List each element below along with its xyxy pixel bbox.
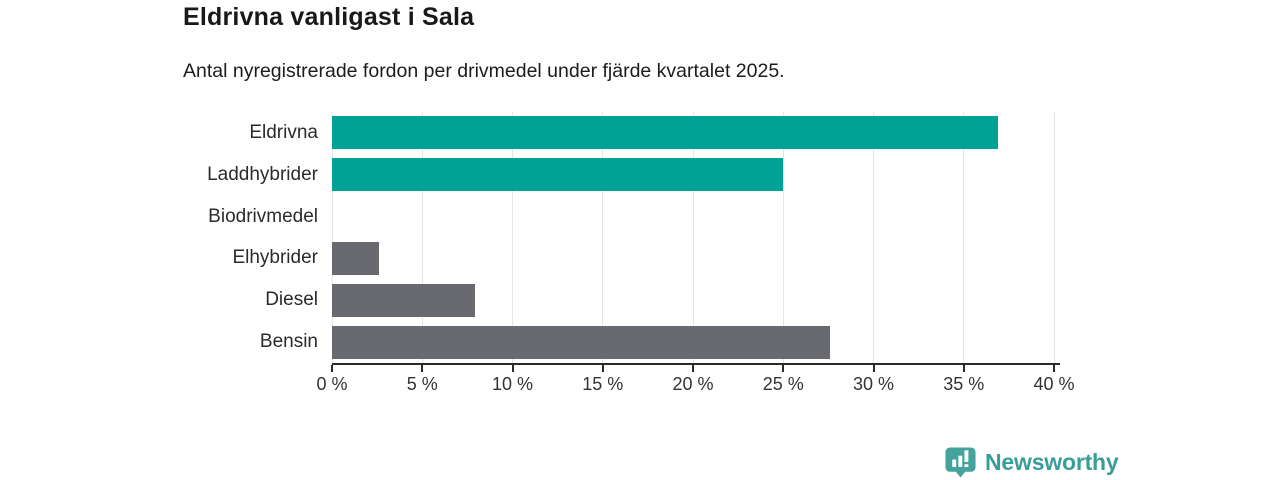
gridline: [602, 112, 604, 363]
x-axis-tick: [511, 365, 514, 372]
category-label-eldrivna: Eldrivna: [249, 121, 318, 143]
x-axis-tick: [692, 365, 694, 372]
x-axis-tick: [872, 365, 875, 372]
category-label-biodrivmedel: Biodrivmedel: [208, 205, 318, 227]
gridline: [782, 112, 784, 363]
x-axis-tick: [601, 365, 604, 372]
bar-diesel: [332, 283, 475, 317]
newsworthy-logo-text: Newsworthy: [985, 449, 1119, 475]
x-tick-label: 0 %: [316, 374, 348, 394]
gridline: [873, 112, 874, 363]
x-axis-line: [332, 363, 1060, 365]
gridline: [331, 112, 333, 363]
newsworthy-logo-icon: [945, 447, 976, 478]
x-axis-tick: [421, 365, 424, 372]
x-tick-label: 5 %: [406, 374, 438, 394]
x-tick-label: 35 %: [943, 374, 985, 394]
chart-subtitle: Antal nyregistrerade fordon per drivmede…: [183, 60, 785, 82]
category-label-laddhybrider: Laddhybrider: [207, 163, 318, 185]
x-axis-tick: [782, 365, 785, 372]
gridline: [1053, 112, 1055, 363]
chart-title: Eldrivna vanligast i Sala: [183, 3, 475, 31]
category-label-elhybrider: Elhybrider: [232, 247, 318, 269]
x-tick-label: 25 %: [762, 374, 804, 394]
gridline: [963, 112, 965, 363]
bar-elhybrider: [332, 241, 379, 275]
x-tick-label: 40 %: [1033, 374, 1075, 394]
gridline: [512, 112, 513, 363]
gridline: [421, 112, 423, 363]
x-tick-label: 10 %: [491, 374, 534, 394]
category-label-diesel: Diesel: [265, 289, 318, 311]
bar-laddhybrider: [332, 158, 784, 192]
x-tick-label: 30 %: [852, 374, 895, 394]
category-label-bensin: Bensin: [259, 331, 318, 353]
gridline: [692, 112, 694, 363]
newsworthy-logo: Newsworthy: [944, 446, 1119, 479]
x-axis-tick: [331, 365, 333, 372]
x-axis-tick: [1053, 365, 1055, 372]
bar-bensin: [332, 325, 831, 359]
x-tick-label: 15 %: [582, 374, 624, 394]
bar-eldrivna: [332, 116, 999, 150]
x-axis-tick: [962, 365, 965, 372]
x-tick-label: 20 %: [672, 374, 714, 394]
